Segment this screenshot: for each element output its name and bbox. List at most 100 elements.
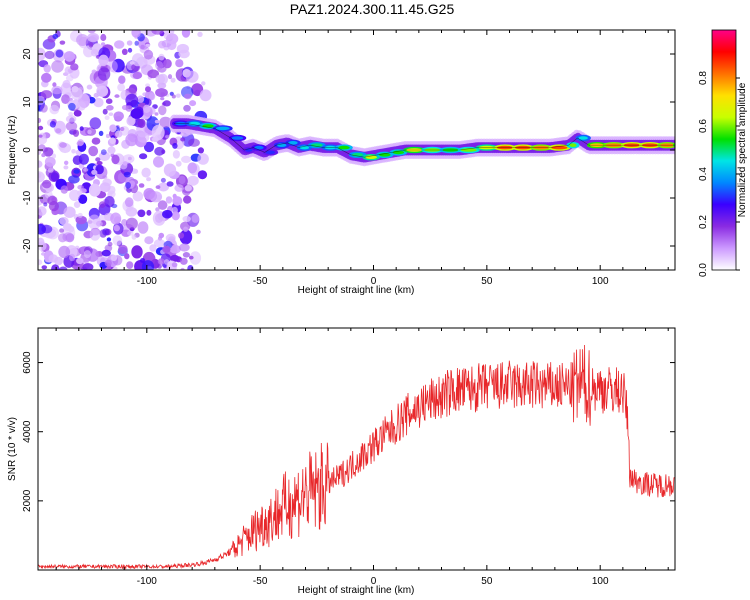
spectrogram-noise-cell: [101, 42, 106, 46]
spectrogram-noise-cell: [191, 214, 200, 223]
spectrogram-noise-cell: [172, 142, 178, 149]
spectrogram-noise-cell: [63, 223, 72, 231]
spectrogram-noise-cell: [151, 124, 165, 141]
spectrogram-noise-cell: [73, 169, 80, 174]
spectrogram-noise-cell: [170, 254, 180, 262]
spectrogram-noise-cell: [125, 182, 131, 189]
spectrogram-noise-cell: [71, 149, 76, 154]
spectrogram-noise-cell: [43, 64, 51, 73]
spectrogram-noise-cell: [65, 115, 77, 123]
spectrogram-ridge-peak: [338, 145, 350, 150]
colorbar-label: Normalized spectral amplitude: [737, 82, 748, 217]
spectrogram-noise-cell: [110, 254, 118, 262]
spectrogram-noise-cell: [87, 32, 100, 43]
spectrogram-noise-cell: [41, 224, 53, 234]
spectrogram-noise-cell: [78, 194, 88, 204]
spectrogram-noise-cell: [178, 175, 186, 185]
spectrogram-noise-cell: [109, 124, 117, 133]
spectrogram-noise-cell: [107, 146, 116, 154]
spectrogram-noise-cell: [51, 264, 60, 270]
spectrogram-noise-cell: [161, 149, 166, 155]
spectrogram-noise-cell: [140, 44, 145, 50]
spectrogram-noise-cell: [107, 60, 118, 73]
spectrogram-noise-cell: [70, 63, 79, 71]
spectrogram-noise-cell: [96, 85, 109, 97]
spectrogram-noise-cell: [69, 253, 76, 262]
spectrogram-noise-cell: [62, 80, 71, 89]
spectrogram-noise-cell: [118, 75, 126, 84]
spectrogram-noise-cell: [127, 230, 134, 236]
spectrogram-noise-cell: [176, 93, 181, 98]
spectrogram-noise-cell: [121, 48, 128, 55]
spectrogram-noise-cell: [122, 161, 128, 166]
spectrogram-ridge-peak: [265, 150, 276, 155]
spectrogram-noise-cell: [171, 211, 180, 221]
spectrogram-noise-cell: [112, 235, 123, 246]
spectrogram-noise-cell: [91, 137, 101, 145]
spectrogram-noise-cell: [131, 245, 143, 259]
figure-title: PAZ1.2024.300.11.45.G25: [290, 1, 455, 17]
spectrogram-noise-cell: [175, 59, 184, 68]
spectrogram-noise-cell: [197, 153, 209, 165]
tick-label: 0.6: [698, 119, 709, 133]
tick-label: -100: [137, 276, 157, 287]
spectrogram-noise-cell: [123, 171, 131, 178]
spectrogram-noise-cell: [197, 147, 204, 154]
spectrogram-noise-cell: [162, 100, 171, 107]
spectrogram-noise-cell: [91, 169, 98, 175]
snr-panel: -100 -50 0 50 100 2000 4000 6000 Height of stra…: [7, 327, 676, 596]
spectrogram-noise-cell: [58, 245, 71, 259]
spectrogram-noise-cell: [157, 182, 169, 192]
spectrogram-ridge-peak: [578, 136, 588, 140]
spectrogram-ridge-line: [174, 123, 675, 158]
tick-label: 100: [592, 576, 609, 587]
spectrogram-noise-cell: [155, 207, 160, 212]
spectrogram-noise-cell: [127, 47, 133, 53]
spectrogram-noise-cell: [199, 89, 212, 102]
spectrogram-noise-cell: [137, 221, 149, 234]
spectrogram-noise-cell: [143, 141, 155, 153]
spectrogram-noise-cell: [145, 43, 151, 48]
spectrogram-noise-cell: [144, 98, 152, 107]
spectrogram-noise-cell: [106, 105, 114, 111]
spectrogram-noise-cell: [106, 237, 112, 242]
spectrogram-noise-cell: [165, 33, 179, 45]
spectrogram-noise-cell: [88, 42, 94, 48]
spectrogram-noise-cell: [126, 261, 134, 269]
tick-label: 50: [481, 576, 493, 587]
tick-label: 6000: [22, 351, 33, 374]
tick-label: -50: [253, 276, 268, 287]
spectrogram-noise-cell: [148, 92, 156, 101]
spectrogram-noise-cell: [149, 244, 157, 252]
snr-frame: [37, 327, 676, 571]
spectrogram-noise-cell: [38, 134, 43, 138]
tick-label: 100: [592, 276, 609, 287]
spectrogram-noise-cell: [61, 94, 70, 104]
spectrogram-noise-cell: [42, 179, 52, 189]
spectrogram-noise-cell: [157, 264, 162, 269]
spectrogram-ridge-peak: [254, 145, 264, 150]
spectrogram-noise-cell: [138, 183, 145, 188]
spectrogram-noise-cell: [41, 72, 52, 83]
spectrogram-noise-cell: [89, 228, 101, 241]
spectrogram-noise-cell: [38, 160, 43, 168]
spectrogram-noise-cell: [105, 98, 113, 104]
spectrogram-noise-cell: [48, 254, 59, 263]
spectrogram-noise-cell: [171, 262, 178, 268]
spectrogram-noise-cell: [59, 142, 67, 148]
spectrogram-noise-cell: [131, 30, 141, 38]
spectrogram-noise-cell: [43, 147, 54, 157]
spectrogram-noise-cell: [162, 245, 171, 253]
spectrogram-noise-cell: [185, 70, 199, 83]
spectrogram-noise-cell: [102, 228, 110, 236]
snr-xlabel: Height of straight line (km): [298, 585, 415, 596]
spectrogram-noise-cell: [126, 40, 133, 46]
spectrogram-noise-cell: [191, 83, 204, 96]
spectrogram-noise-cell: [50, 172, 59, 182]
spectrogram-noise-cell: [140, 258, 146, 263]
spectrogram-noise-cell: [48, 201, 60, 212]
spectrogram-noise-cell: [170, 77, 176, 83]
spectrogram-noise-cell: [104, 259, 112, 267]
spectrogram-noise-cell: [201, 81, 206, 86]
